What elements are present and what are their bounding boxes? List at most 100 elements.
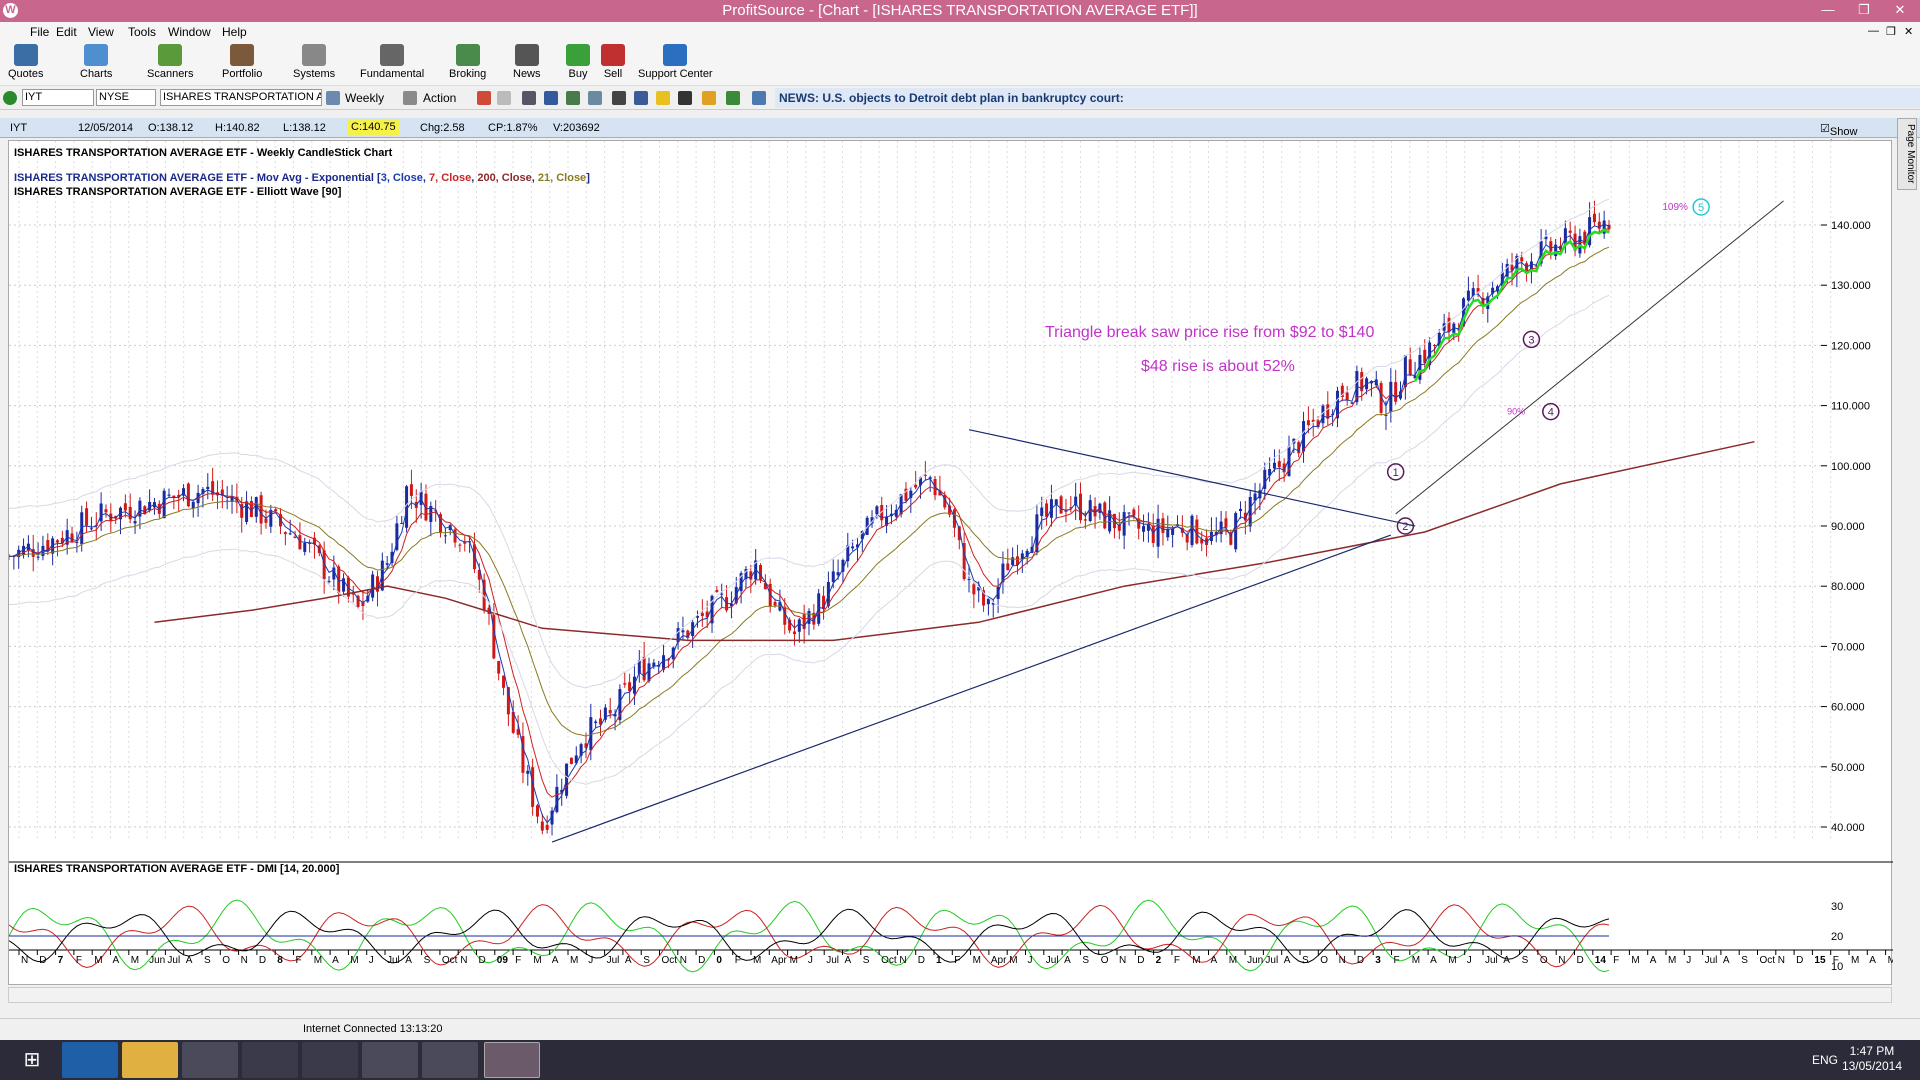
candle-body: [919, 477, 923, 486]
calculator-icon[interactable]: [242, 1042, 298, 1078]
tool-icon-2[interactable]: [497, 91, 511, 105]
profitsource-task-icon[interactable]: [484, 1042, 540, 1078]
candle-body: [1442, 323, 1446, 331]
menu-edit[interactable]: Edit: [56, 25, 77, 39]
tool-icon-8[interactable]: [634, 91, 648, 105]
candle-body: [652, 662, 656, 667]
mdi-close-icon[interactable]: ✕: [1904, 26, 1914, 38]
tool-icon-11[interactable]: [726, 91, 740, 105]
candle-body: [1248, 496, 1252, 527]
menu-tools[interactable]: Tools: [128, 25, 157, 39]
chrome-icon[interactable]: [182, 1042, 238, 1078]
tool-icon-10[interactable]: [678, 91, 692, 105]
candle-body: [768, 583, 772, 607]
action-menu[interactable]: Action: [423, 91, 457, 105]
x-tick-label: N: [460, 955, 467, 966]
news-icon: [514, 44, 539, 66]
candle-body: [114, 515, 118, 519]
app-icon[interactable]: W: [3, 3, 18, 18]
candle-body: [177, 494, 181, 498]
candle-body: [870, 517, 874, 524]
x-tick-label: F: [954, 955, 960, 966]
start-icon[interactable]: ⊞: [4, 1042, 60, 1078]
close-icon[interactable]: ✕: [1894, 2, 1906, 17]
toolbar-buy-button[interactable]: Buy: [566, 44, 590, 80]
chart-area[interactable]: 140.000 130.000 120.000 110.000 100.000 90.00…: [8, 140, 1893, 986]
security-name-field[interactable]: ISHARES TRANSPORTATION AVE: [160, 89, 322, 106]
candle-body: [1592, 213, 1596, 223]
candle-body: [1418, 355, 1422, 380]
x-tick-label: Oct: [442, 955, 458, 966]
candle-body: [220, 489, 224, 496]
candle-body: [797, 619, 801, 632]
menu-help[interactable]: Help: [222, 25, 247, 39]
toolbar-label: Charts: [80, 68, 113, 80]
x-tick-label: M: [1229, 955, 1237, 966]
toolbar-fundamental-button[interactable]: Fundamental: [360, 44, 424, 80]
candle-body: [385, 563, 389, 565]
candle-body: [1452, 323, 1456, 334]
restore-icon[interactable]: ❐: [1858, 2, 1870, 17]
candle-body: [540, 821, 544, 831]
x-tick-label: A: [405, 955, 412, 966]
tool-icon-12[interactable]: [752, 91, 766, 105]
language-indicator[interactable]: ENG: [1812, 1053, 1839, 1067]
tool-icon-7[interactable]: [612, 91, 626, 105]
candle-body: [1500, 272, 1504, 287]
x-tick-label: M: [1668, 955, 1676, 966]
tool-icon-4[interactable]: [544, 91, 558, 105]
toolbar-broking-button[interactable]: Broking: [449, 44, 486, 80]
symbol-input[interactable]: IYT: [22, 89, 94, 106]
explorer-icon[interactable]: [122, 1042, 178, 1078]
menu-view[interactable]: View: [88, 25, 114, 39]
ie-icon[interactable]: [62, 1042, 118, 1078]
candle-body: [1316, 420, 1320, 427]
menu-file[interactable]: File: [30, 25, 50, 39]
star-icon[interactable]: [702, 91, 716, 105]
tool-icon-5[interactable]: [566, 91, 580, 105]
app-icon-5[interactable]: [302, 1042, 358, 1078]
tool-icon-1[interactable]: [477, 91, 491, 105]
x-tick-label: M: [94, 955, 102, 966]
candle-body: [1243, 512, 1247, 521]
toolbar-quotes-button[interactable]: Quotes: [8, 44, 43, 80]
menu-window[interactable]: Window: [168, 25, 211, 39]
x-tick-label: S: [1082, 955, 1089, 966]
candle-body: [1447, 317, 1451, 332]
candle-body: [783, 606, 787, 625]
go-icon[interactable]: [3, 91, 17, 105]
toolbar-scanners-button[interactable]: Scanners: [147, 44, 193, 80]
exchange-select[interactable]: NYSE: [96, 89, 156, 106]
app-icon-6[interactable]: [362, 1042, 418, 1078]
toolbar-charts-button[interactable]: Charts: [80, 44, 112, 80]
tool-icon-6[interactable]: [588, 91, 602, 105]
x-tick-label: F: [76, 955, 82, 966]
mdi-minimize-icon[interactable]: —: [1868, 25, 1879, 37]
app-icon-7[interactable]: [422, 1042, 478, 1078]
tool-icon-3[interactable]: [522, 91, 536, 105]
toolbar-portfolio-button[interactable]: Portfolio: [222, 44, 262, 80]
chart-svg[interactable]: 140.000130.000120.000110.000100.00090.00…: [9, 141, 1893, 986]
minimize-icon[interactable]: —: [1821, 2, 1835, 17]
candle-body: [662, 655, 666, 670]
mdi-restore-icon[interactable]: ❐: [1886, 26, 1896, 38]
toolbar-support-center-button[interactable]: Support Center: [638, 44, 713, 80]
period-select[interactable]: Weekly: [345, 91, 385, 105]
wave-label-2: 2: [1402, 521, 1408, 533]
toolbar-sell-button[interactable]: Sell: [601, 44, 625, 80]
candle-body: [938, 490, 942, 496]
candle-body: [143, 506, 147, 515]
x-tick-label: A: [1650, 955, 1657, 966]
show-last-checkbox[interactable]: ☑ Show Last: [1820, 122, 1857, 150]
x-tick-label: D: [479, 955, 486, 966]
toolbar-news-button[interactable]: News: [513, 44, 541, 80]
candle-body: [138, 500, 142, 517]
page-monitor-tab[interactable]: Page Monitor: [1897, 118, 1917, 190]
taskbar-clock[interactable]: 1:47 PM 13/05/2014: [1842, 1044, 1902, 1074]
tool-icon-9[interactable]: [656, 91, 670, 105]
candle-body: [545, 824, 549, 830]
candle-body: [453, 529, 457, 543]
toolbar-systems-button[interactable]: Systems: [293, 44, 335, 80]
chart-scrollbar[interactable]: [8, 987, 1892, 1003]
news-ticker[interactable]: NEWS: U.S. objects to Detroit debt plan …: [775, 88, 1920, 108]
